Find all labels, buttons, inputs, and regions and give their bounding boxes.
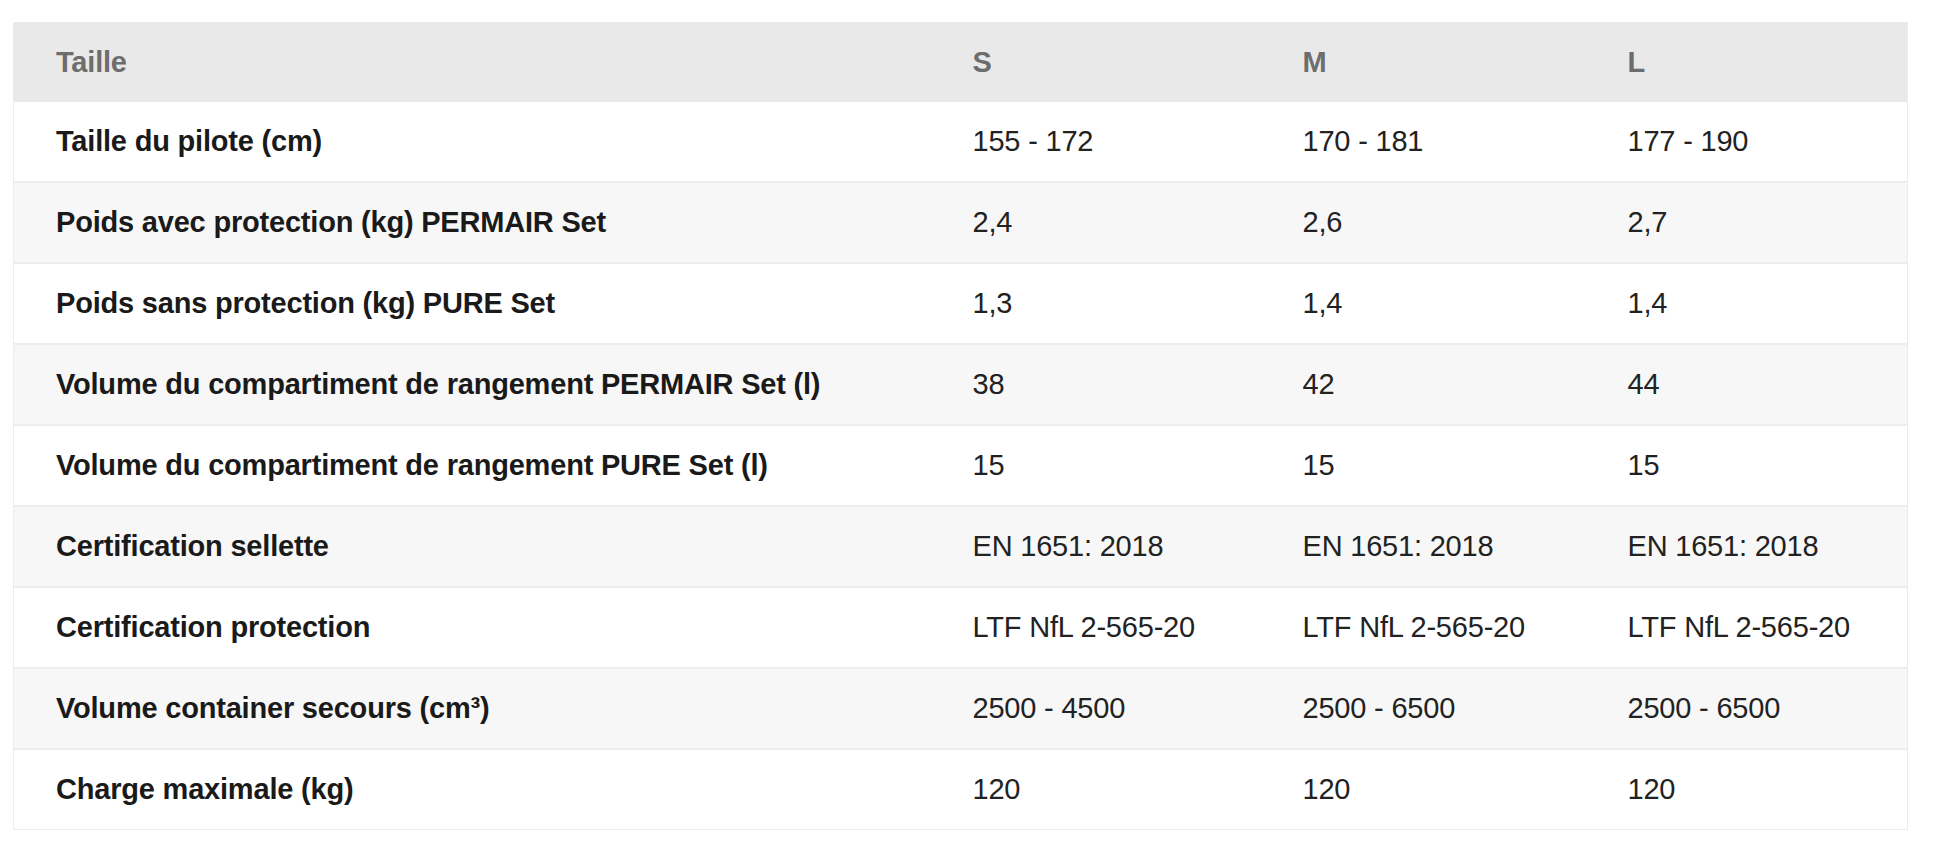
spec-value-s: LTF NfL 2-565-20 [931,587,1261,668]
spec-value-s: 2500 - 4500 [931,668,1261,749]
spec-label: Poids avec protection (kg) PERMAIR Set [14,182,931,263]
spec-value-l: EN 1651: 2018 [1586,506,1908,587]
spec-value-s: 120 [931,749,1261,830]
spec-value-l: 44 [1586,344,1908,425]
spec-value-m: 2,6 [1261,182,1586,263]
spec-label: Volume du compartiment de rangement PERM… [14,344,931,425]
spec-value-m: 2500 - 6500 [1261,668,1586,749]
table-row: Taille du pilote (cm) 155 - 172 170 - 18… [14,102,1908,182]
spec-value-m: EN 1651: 2018 [1261,506,1586,587]
table-row: Volume du compartiment de rangement PURE… [14,425,1908,506]
spec-label: Taille du pilote (cm) [14,102,931,182]
header-row: Taille S M L [14,23,1908,103]
spec-value-s: 155 - 172 [931,102,1261,182]
table-header: Taille S M L [14,23,1908,103]
spec-value-s: 1,3 [931,263,1261,344]
spec-value-l: 2,7 [1586,182,1908,263]
table-row: Poids avec protection (kg) PERMAIR Set 2… [14,182,1908,263]
column-header-s: S [931,23,1261,103]
spec-value-m: 15 [1261,425,1586,506]
table-row: Volume du compartiment de rangement PERM… [14,344,1908,425]
specs-table: Taille S M L Taille du pilote (cm) 155 -… [13,22,1908,830]
table-row: Charge maximale (kg) 120 120 120 [14,749,1908,830]
spec-value-l: LTF NfL 2-565-20 [1586,587,1908,668]
spec-value-m: 120 [1261,749,1586,830]
spec-value-m: LTF NfL 2-565-20 [1261,587,1586,668]
spec-value-s: 2,4 [931,182,1261,263]
spec-label: Certification sellette [14,506,931,587]
table-row: Poids sans protection (kg) PURE Set 1,3 … [14,263,1908,344]
table-row: Volume container secours (cm³) 2500 - 45… [14,668,1908,749]
spec-label: Volume container secours (cm³) [14,668,931,749]
spec-value-l: 15 [1586,425,1908,506]
spec-label: Certification protection [14,587,931,668]
spec-value-m: 42 [1261,344,1586,425]
spec-value-l: 120 [1586,749,1908,830]
column-header-l: L [1586,23,1908,103]
spec-value-s: 15 [931,425,1261,506]
spec-value-m: 1,4 [1261,263,1586,344]
spec-label: Poids sans protection (kg) PURE Set [14,263,931,344]
spec-value-l: 177 - 190 [1586,102,1908,182]
spec-label: Charge maximale (kg) [14,749,931,830]
spec-value-l: 2500 - 6500 [1586,668,1908,749]
table-row: Certification protection LTF NfL 2-565-2… [14,587,1908,668]
spec-value-m: 170 - 181 [1261,102,1586,182]
spec-value-l: 1,4 [1586,263,1908,344]
table-row: Certification sellette EN 1651: 2018 EN … [14,506,1908,587]
spec-label: Volume du compartiment de rangement PURE… [14,425,931,506]
spec-value-s: 38 [931,344,1261,425]
table-body: Taille du pilote (cm) 155 - 172 170 - 18… [14,102,1908,830]
spec-table-container: Taille S M L Taille du pilote (cm) 155 -… [13,22,1907,830]
column-header-taille: Taille [14,23,931,103]
column-header-m: M [1261,23,1586,103]
spec-value-s: EN 1651: 2018 [931,506,1261,587]
